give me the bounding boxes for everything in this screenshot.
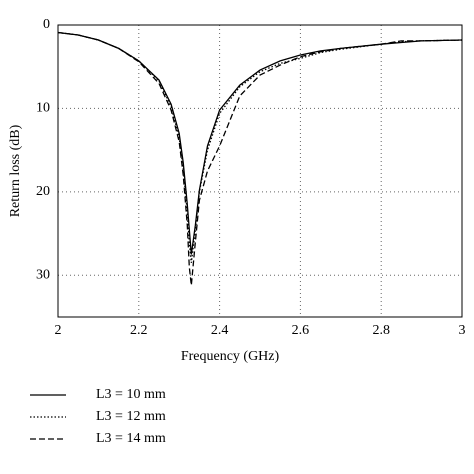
y-tick-label: 0 bbox=[43, 17, 50, 32]
x-axis-label: Frequency (GHz) bbox=[181, 349, 280, 364]
x-tick-label: 2.4 bbox=[211, 323, 229, 338]
plot-frame bbox=[57, 24, 463, 318]
y-tick-label: 10 bbox=[36, 101, 50, 116]
y-tick-label: 30 bbox=[36, 268, 50, 283]
x-tick-label: 2.6 bbox=[292, 323, 310, 338]
y-tick-label: 20 bbox=[36, 184, 50, 199]
legend-label: L3 = 14 mm bbox=[96, 431, 166, 446]
y-axis-label: Return loss (dB) bbox=[8, 124, 23, 217]
x-tick-label: 2 bbox=[55, 323, 62, 338]
legend-label: L3 = 12 mm bbox=[96, 409, 166, 424]
series-line bbox=[57, 31, 463, 286]
x-tick-label: 2.8 bbox=[372, 323, 390, 338]
legend-label: L3 = 10 mm bbox=[96, 387, 166, 402]
series-line bbox=[57, 31, 463, 263]
series-line bbox=[57, 31, 463, 255]
x-tick-label: 3 bbox=[459, 323, 466, 338]
x-tick-label: 2.2 bbox=[130, 323, 148, 338]
